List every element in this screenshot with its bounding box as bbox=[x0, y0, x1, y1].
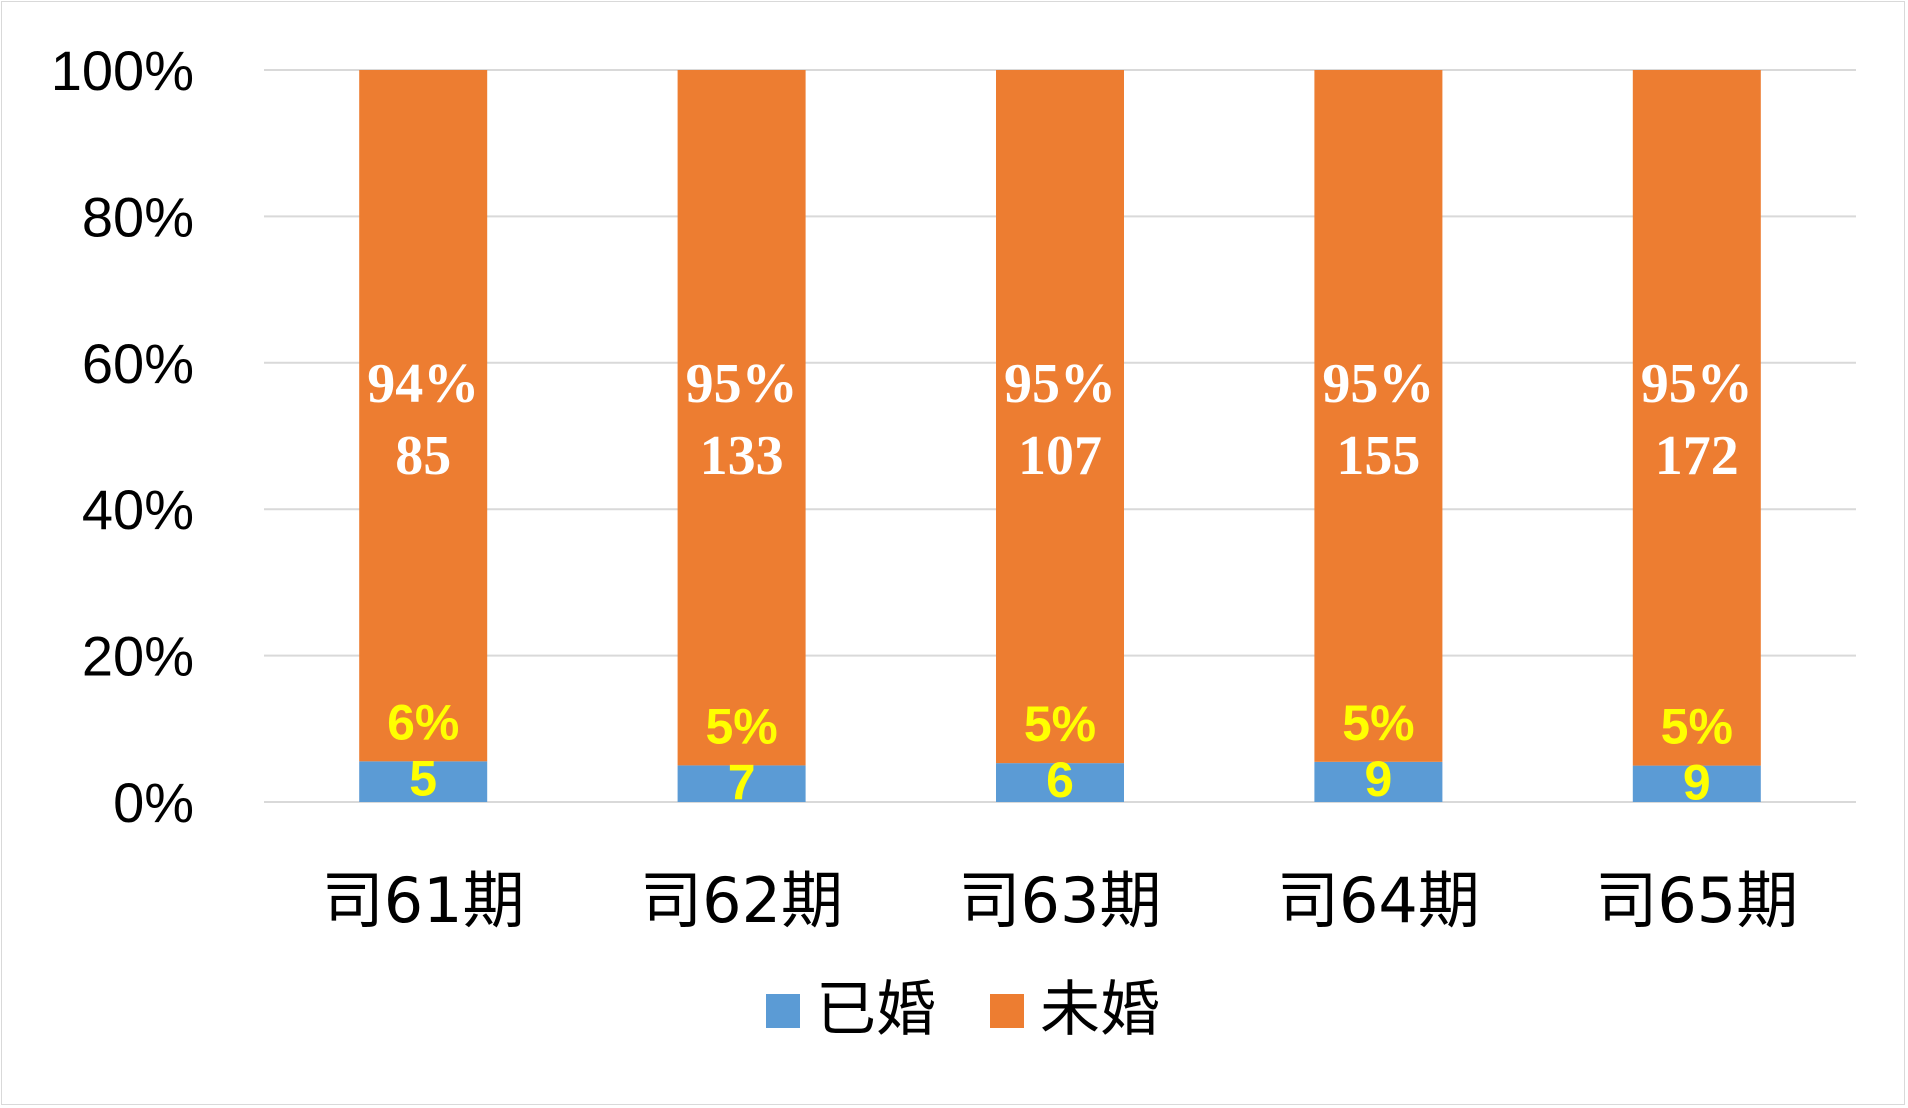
data-label-married-percent: 5% bbox=[1661, 699, 1733, 755]
data-label-unmarried-count: 133 bbox=[700, 425, 784, 487]
data-label-married-count: 5 bbox=[409, 750, 437, 806]
bar-married bbox=[1632, 765, 1761, 802]
bar-unmarried bbox=[996, 70, 1124, 764]
data-label-married-count: 9 bbox=[1683, 755, 1711, 811]
data-labels: 94%856%595%1335%795%1075%695%1555%995%17… bbox=[367, 353, 1753, 811]
data-label-married-percent: 6% bbox=[387, 694, 459, 750]
data-label-married-percent: 5% bbox=[705, 698, 777, 754]
bar-unmarried bbox=[359, 70, 488, 762]
y-tick-label: 20% bbox=[82, 625, 194, 688]
bar-unmarried bbox=[677, 70, 806, 766]
data-label-unmarried-percent: 95% bbox=[1641, 353, 1753, 415]
legend-label: 未婚 bbox=[1040, 975, 1160, 1045]
bar-married bbox=[1314, 761, 1443, 802]
x-category-label: 司64期 bbox=[1277, 864, 1480, 937]
y-axis-tick-labels: 0% 20% 40% 60% 80% 100% bbox=[51, 39, 194, 834]
y-tick-label: 0% bbox=[113, 771, 194, 834]
x-category-label: 司61期 bbox=[322, 864, 525, 937]
y-tick-label: 60% bbox=[82, 332, 194, 395]
bar-married bbox=[677, 765, 806, 802]
data-label-unmarried-count: 85 bbox=[395, 425, 451, 487]
data-label-married-count: 7 bbox=[728, 754, 756, 810]
data-label-unmarried-count: 155 bbox=[1336, 425, 1420, 487]
x-axis-category-labels: 司61期 司62期 司63期 司64期 司65期 bbox=[322, 864, 1799, 937]
bar-married bbox=[996, 763, 1124, 802]
legend-swatch bbox=[766, 994, 800, 1028]
legend-label: 已婚 bbox=[816, 975, 936, 1045]
legend-swatch bbox=[990, 994, 1024, 1028]
bar-married bbox=[359, 761, 488, 802]
y-tick-label: 80% bbox=[82, 185, 194, 248]
data-label-married-count: 9 bbox=[1364, 751, 1392, 807]
x-category-label: 司63期 bbox=[959, 864, 1162, 937]
data-label-unmarried-count: 107 bbox=[1018, 425, 1102, 487]
y-tick-label: 100% bbox=[51, 39, 194, 102]
data-label-married-percent: 5% bbox=[1342, 695, 1414, 751]
x-category-label: 司65期 bbox=[1595, 864, 1798, 937]
x-category-label: 司62期 bbox=[640, 864, 843, 937]
data-label-unmarried-count: 172 bbox=[1655, 425, 1739, 487]
bar-unmarried bbox=[1632, 70, 1761, 766]
data-label-married-count: 6 bbox=[1046, 752, 1074, 808]
data-label-married-percent: 5% bbox=[1024, 696, 1096, 752]
data-label-unmarried-percent: 95% bbox=[1004, 353, 1116, 415]
bars bbox=[359, 70, 1761, 802]
data-label-unmarried-percent: 94% bbox=[367, 353, 479, 415]
y-tick-label: 40% bbox=[82, 478, 194, 541]
bar-unmarried bbox=[1314, 70, 1443, 762]
legend: 已婚 未婚 bbox=[766, 975, 1160, 1045]
data-label-unmarried-percent: 95% bbox=[686, 353, 798, 415]
data-label-unmarried-percent: 95% bbox=[1322, 353, 1434, 415]
